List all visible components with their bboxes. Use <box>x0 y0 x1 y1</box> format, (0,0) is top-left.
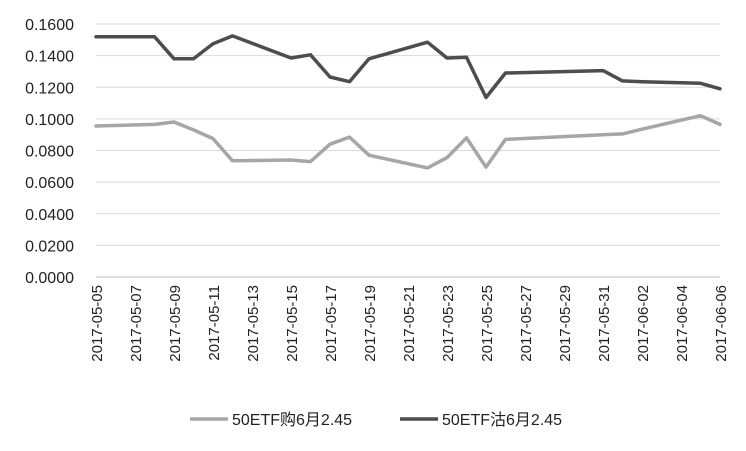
x-tick-label: 2017-05-21 <box>401 285 418 362</box>
x-tick-label: 2017-05-29 <box>557 285 574 362</box>
series-lines <box>94 34 722 170</box>
x-tick-label: 2017-05-11 <box>206 285 223 361</box>
legend: 50ETF购6月2.45 50ETF沽6月2.45 <box>190 411 562 429</box>
x-tick-label: 2017-05-19 <box>362 285 379 362</box>
x-tick-label: 2017-05-23 <box>440 285 457 362</box>
y-tick-label: 0.1000 <box>25 112 74 129</box>
series-line-1 <box>94 113 722 170</box>
x-tick-label: 2017-05-09 <box>167 285 184 362</box>
x-tick-label: 2017-05-31 <box>596 285 613 362</box>
y-tick-label: 0.0000 <box>25 270 74 287</box>
x-tick-label: 2017-05-13 <box>245 285 262 362</box>
x-tick-label: 2017-05-17 <box>323 285 340 362</box>
legend-label: 50ETF购6月2.45 <box>232 411 352 429</box>
x-tick-label: 2017-05-05 <box>89 285 106 362</box>
y-tick-label: 0.0600 <box>25 175 74 192</box>
y-tick-label: 0.0400 <box>25 207 74 224</box>
legend-label: 50ETF沽6月2.45 <box>442 411 562 429</box>
y-tick-label: 0.1600 <box>25 17 74 34</box>
series-line-2 <box>94 34 722 100</box>
x-tick-label: 2017-05-27 <box>518 285 535 362</box>
y-tick-label: 0.1200 <box>25 80 74 97</box>
y-axis-tick-labels: 0.0000 0.0200 0.0400 0.0600 0.0800 0.1000 0.12… <box>25 17 74 287</box>
x-tick-label: 2017-06-04 <box>674 285 691 362</box>
x-tick-label: 2017-05-15 <box>284 285 301 362</box>
y-tick-label: 0.1400 <box>25 49 74 66</box>
x-axis-tick-labels: 2017-05-05 2017-05-07 2017-05-09 2017-05-11… <box>89 285 730 362</box>
y-tick-label: 0.0200 <box>25 238 74 255</box>
x-tick-label: 2017-05-07 <box>128 285 145 362</box>
x-tick-label: 2017-06-06 <box>713 285 730 362</box>
x-tick-label: 2017-06-02 <box>635 285 652 362</box>
y-tick-label: 0.0800 <box>25 144 74 161</box>
x-tick-label: 2017-05-25 <box>479 285 496 362</box>
